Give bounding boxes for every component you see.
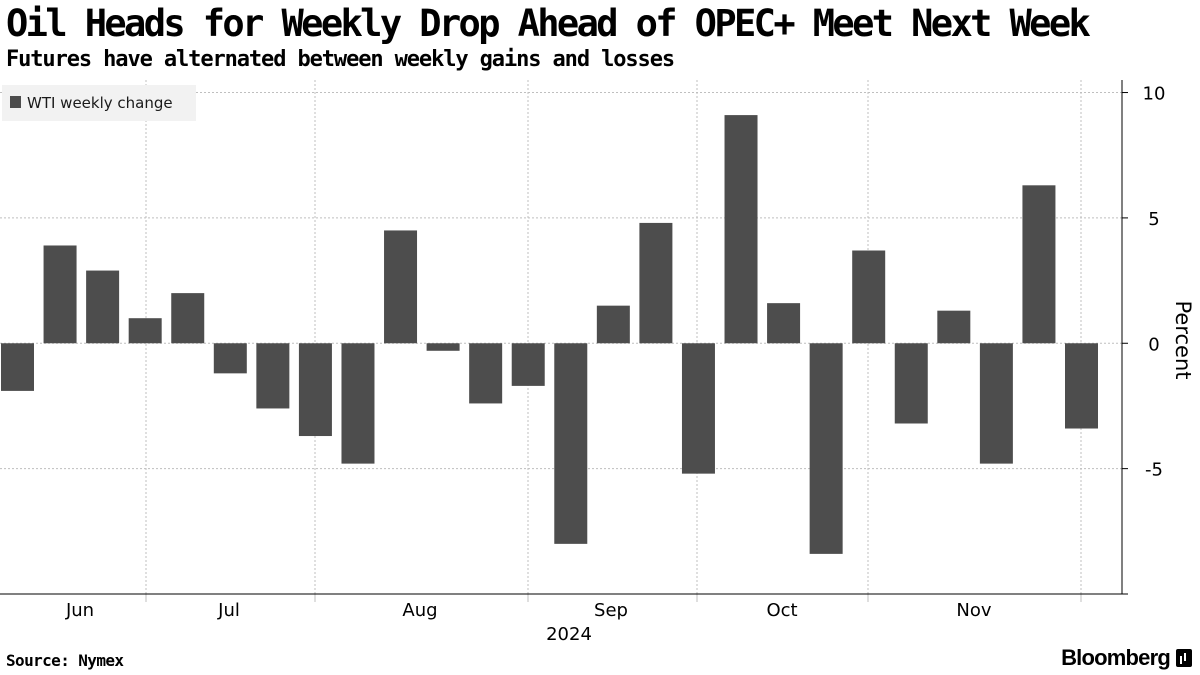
brand-name: Bloomberg bbox=[1061, 645, 1171, 670]
legend-label: WTI weekly change bbox=[27, 94, 173, 112]
legend-background bbox=[2, 85, 196, 121]
source-note: Source: Nymex bbox=[6, 651, 124, 670]
bar bbox=[852, 250, 886, 344]
bar bbox=[979, 343, 1013, 464]
bar bbox=[469, 343, 503, 404]
bar bbox=[128, 318, 162, 344]
bar bbox=[213, 343, 247, 374]
bar bbox=[639, 222, 673, 344]
legend-swatch bbox=[10, 96, 21, 108]
bar bbox=[298, 343, 332, 437]
bar bbox=[596, 305, 630, 344]
bar bbox=[937, 310, 971, 344]
x-tick-label: Aug bbox=[402, 600, 437, 621]
x-tick-label: Oct bbox=[766, 600, 797, 621]
bar bbox=[384, 230, 418, 344]
bar bbox=[511, 343, 545, 386]
y-axis-label: Percent bbox=[1171, 300, 1195, 379]
legend: WTI weekly change bbox=[2, 85, 196, 121]
bar bbox=[256, 343, 290, 409]
y-tick-label: 5 bbox=[1148, 209, 1159, 230]
y-tick-label: 10 bbox=[1143, 84, 1166, 105]
bar bbox=[554, 343, 588, 544]
y-tick-label: 0 bbox=[1148, 334, 1159, 355]
bar bbox=[1065, 343, 1098, 429]
bar bbox=[894, 343, 928, 424]
x-tick-label: Sep bbox=[594, 600, 628, 621]
bar bbox=[1, 343, 34, 391]
x-tick-label: Jul bbox=[217, 600, 240, 621]
bar bbox=[426, 343, 460, 351]
bar bbox=[86, 270, 120, 344]
bar-series bbox=[1, 115, 1098, 554]
bar bbox=[1022, 185, 1056, 344]
brand-logo: Bloomberg bbox=[1061, 645, 1192, 671]
x-axis-year-label: 2024 bbox=[546, 624, 592, 645]
bar bbox=[809, 343, 843, 554]
bar bbox=[724, 115, 758, 344]
y-tick-label: -5 bbox=[1145, 460, 1163, 481]
x-tick-label: Jun bbox=[65, 600, 94, 621]
bar bbox=[43, 245, 77, 344]
bar bbox=[171, 293, 205, 344]
bar bbox=[767, 303, 801, 344]
axes: 10 5 0 -5 Jun Jul Aug Sep Oct Nov bbox=[0, 80, 1165, 621]
bloomberg-terminal-icon bbox=[1176, 649, 1192, 667]
x-tick-label: Nov bbox=[956, 600, 991, 621]
chart-title: Oil Heads for Weekly Drop Ahead of OPEC+… bbox=[6, 2, 1091, 45]
chart-subtitle: Futures have alternated between weekly g… bbox=[6, 47, 675, 72]
bar bbox=[681, 343, 715, 474]
bar bbox=[341, 343, 375, 464]
